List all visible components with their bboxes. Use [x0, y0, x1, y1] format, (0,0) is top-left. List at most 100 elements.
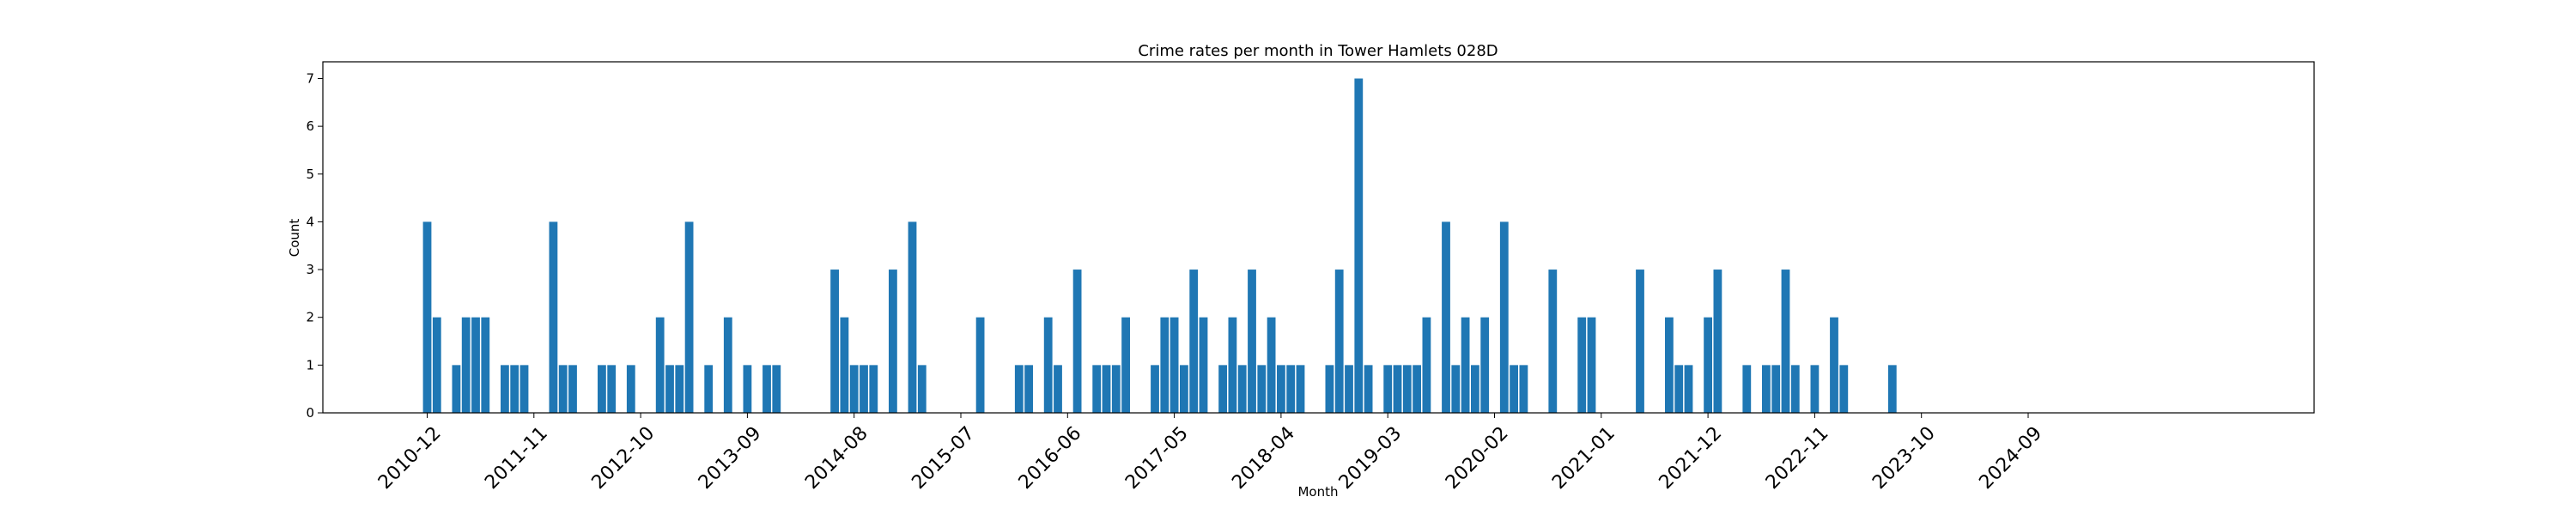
x-tick-label: 2016-06 [1015, 422, 1086, 494]
y-tick-label: 0 [306, 405, 314, 421]
bar [743, 365, 752, 413]
bar [558, 365, 568, 413]
bar [772, 365, 781, 413]
bar [1325, 365, 1334, 413]
bar [675, 365, 684, 413]
bar [1742, 365, 1752, 413]
bar [1092, 365, 1102, 413]
y-tick-label: 6 [306, 118, 314, 134]
bar [840, 317, 849, 413]
bar [1665, 317, 1674, 413]
bars-group [422, 78, 1897, 413]
x-tick-label: 2011-11 [481, 422, 552, 494]
bar [1364, 365, 1373, 413]
bar [1160, 317, 1170, 413]
x-tick-label: 2018-04 [1228, 422, 1299, 494]
bar [626, 365, 635, 413]
bar [1237, 365, 1247, 413]
y-tick-label: 3 [306, 262, 314, 277]
bar [723, 317, 732, 413]
x-tick-label: 2021-01 [1548, 422, 1619, 494]
bar [1383, 365, 1393, 413]
bar [1043, 317, 1053, 413]
bar [869, 365, 878, 413]
y-axis-label: Count [287, 219, 302, 258]
bar [665, 365, 674, 413]
bar [849, 365, 859, 413]
bar [1461, 317, 1470, 413]
bar [452, 365, 461, 413]
bar [1704, 317, 1712, 413]
bar [1072, 270, 1082, 413]
bar [481, 317, 490, 413]
bar [1810, 365, 1820, 413]
bar [471, 317, 480, 413]
bar [461, 317, 471, 413]
bar [1121, 317, 1130, 413]
bar [510, 365, 519, 413]
x-tick-label: 2022-11 [1762, 422, 1833, 494]
x-tick-label: 2012-10 [588, 422, 659, 494]
bar [1170, 317, 1179, 413]
x-tick-label: 2024-09 [1975, 422, 2046, 494]
x-tick-label: 2013-09 [695, 422, 766, 494]
x-tick-label: 2020-02 [1442, 422, 1513, 494]
bar [1480, 317, 1490, 413]
bar [1334, 270, 1344, 413]
bar [1442, 221, 1450, 413]
y-tick-label: 7 [306, 70, 314, 86]
bar [1218, 365, 1227, 413]
bar [1713, 270, 1722, 413]
x-tick-label: 2019-03 [1335, 422, 1406, 494]
bar [1102, 365, 1111, 413]
bar [908, 221, 917, 413]
bar [1839, 365, 1849, 413]
bar [860, 365, 868, 413]
bar [1354, 78, 1364, 413]
bar [1014, 365, 1024, 413]
bar [975, 317, 985, 413]
bar [1054, 365, 1062, 413]
bar [684, 221, 694, 413]
bar [1422, 317, 1431, 413]
bar [917, 365, 927, 413]
bar [1674, 365, 1684, 413]
x-tick-label: 2010-12 [374, 422, 446, 494]
bar [1471, 365, 1479, 413]
bar [1257, 365, 1267, 413]
bar [1510, 365, 1518, 413]
bar [1111, 365, 1121, 413]
bar [762, 365, 771, 413]
bar [1277, 365, 1285, 413]
bar [1684, 365, 1693, 413]
bar [1451, 365, 1461, 413]
bar [1413, 365, 1421, 413]
bar [1180, 365, 1188, 413]
bar [1345, 365, 1353, 413]
bar [1189, 270, 1199, 413]
x-tick-label: 2021-12 [1656, 422, 1727, 494]
bar [549, 221, 558, 413]
bar [519, 365, 529, 413]
bar [1762, 365, 1771, 413]
bar [568, 365, 577, 413]
bar [1830, 317, 1838, 413]
bar [432, 317, 441, 413]
bar [1199, 317, 1208, 413]
y-tick-label: 4 [306, 214, 314, 229]
bar [1577, 317, 1587, 413]
x-tick-label: 2023-10 [1868, 422, 1940, 494]
bar [1296, 365, 1305, 413]
bar [598, 365, 606, 413]
bar [1781, 270, 1790, 413]
bar [1771, 365, 1781, 413]
chart-title: Crime rates per month in Tower Hamlets 0… [1138, 42, 1498, 60]
bar [655, 317, 665, 413]
bar [1267, 317, 1276, 413]
bar [704, 365, 714, 413]
bar [1887, 365, 1897, 413]
bar [1393, 365, 1402, 413]
x-axis-label: Month [1297, 484, 1338, 500]
x-axis-ticks: 2010-12 2011-11 2012-10 2013-09 2014-08 2015-… [374, 413, 2046, 494]
